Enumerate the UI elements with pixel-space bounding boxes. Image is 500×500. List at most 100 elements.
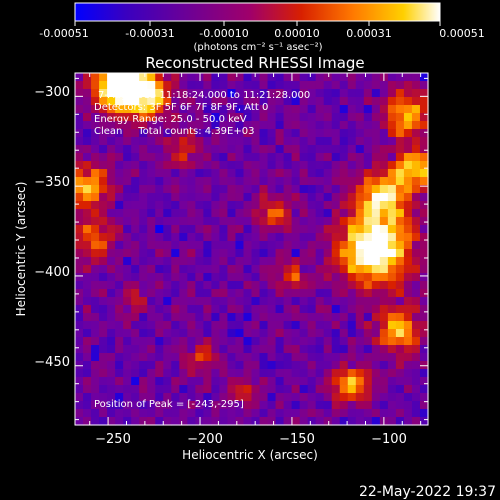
heatmap-cell [187,129,196,138]
heatmap-cell [227,121,237,130]
heatmap-cell [371,401,381,410]
heatmap-cell [347,97,357,106]
heatmap-cell [139,217,148,226]
heatmap-cell [211,97,221,106]
heatmap-cell [411,121,421,130]
heatmap-cell [235,361,245,370]
heatmap-cell [147,305,156,314]
heatmap-cell [259,97,269,106]
heatmap-cell [379,257,389,266]
heatmap-cell [163,137,172,146]
heatmap-cell [83,97,92,106]
heatmap-cell [219,201,229,210]
heatmap-cell [155,89,164,98]
heatmap-cell [219,217,229,226]
heatmap-cell [347,113,357,122]
heatmap-cell [211,249,221,258]
heatmap-cell [339,369,349,378]
heatmap-cell [235,233,245,242]
heatmap-cell [131,409,140,418]
heatmap-cell [355,265,365,274]
heatmap-cell [123,377,132,386]
heatmap-cell [323,385,333,394]
heatmap-cell [211,401,221,410]
heatmap-cell [419,297,429,306]
heatmap-cell [363,401,373,410]
heatmap-cell [371,361,381,370]
heatmap-cell [243,217,253,226]
heatmap-cell [155,353,164,362]
heatmap-cell [323,313,333,322]
heatmap-cell [251,385,261,394]
heatmap-cell [355,153,365,162]
heatmap-cell [379,393,389,402]
heatmap-cell [339,313,349,322]
heatmap-cell [227,297,237,306]
heatmap-cell [195,241,204,250]
heatmap-cell [291,361,301,370]
heatmap-cell [403,113,413,122]
heatmap-cell [339,113,349,122]
heatmap-cell [411,265,421,274]
heatmap-cell [267,217,277,226]
heatmap-cell [243,385,253,394]
heatmap-cell [299,233,309,242]
heatmap-cell [387,305,397,314]
heatmap-cell [235,105,245,114]
heatmap-cell [227,209,237,218]
heatmap-cell [75,201,84,210]
heatmap-cell [291,105,301,114]
heatmap-cell [403,417,413,426]
heatmap-cell [323,201,333,210]
heatmap-cell [75,105,84,114]
heatmap-cell [339,265,349,274]
heatmap-cell [139,89,148,98]
heatmap-cell [243,369,253,378]
heatmap-cell [171,81,180,90]
heatmap-cell [387,353,397,362]
heatmap-cell [379,409,389,418]
heatmap-cell [91,177,100,186]
heatmap-cell [411,329,421,338]
heatmap-cell [371,169,381,178]
heatmap-cell [155,193,164,202]
heatmap-cell [259,265,269,274]
heatmap-cell [251,401,261,410]
heatmap-cell [147,169,156,178]
heatmap-cell [219,369,229,378]
heatmap-cell [163,377,172,386]
heatmap-cell [123,137,132,146]
heatmap-cell [275,169,285,178]
heatmap-cell [403,161,413,170]
heatmap-cell [283,265,293,274]
heatmap-cell [403,393,413,402]
heatmap-cell [323,145,333,154]
heatmap-cell [403,361,413,370]
heatmap-cell [259,329,269,338]
heatmap-cell [387,177,397,186]
heatmap-cell [275,193,285,202]
heatmap-cell [107,377,116,386]
heatmap-cell [291,185,301,194]
heatmap-cell [211,185,221,194]
heatmap-cell [115,121,124,130]
heatmap-cell [91,233,100,242]
heatmap-cell [179,97,188,106]
heatmap-cell [323,377,333,386]
heatmap-cell [107,89,116,98]
heatmap-cell [147,353,156,362]
heatmap-cell [107,297,116,306]
heatmap-cell [419,233,429,242]
heatmap-cell [411,193,421,202]
heatmap-cell [323,161,333,170]
heatmap-cell [419,265,429,274]
heatmap-cell [91,201,100,210]
heatmap-cell [275,201,285,210]
heatmap-cell [91,353,100,362]
heatmap-cell [339,105,349,114]
heatmap-cell [75,337,84,346]
heatmap-cell [83,329,92,338]
heatmap-cell [243,377,253,386]
heatmap-cell [139,377,148,386]
heatmap-cell [83,289,92,298]
